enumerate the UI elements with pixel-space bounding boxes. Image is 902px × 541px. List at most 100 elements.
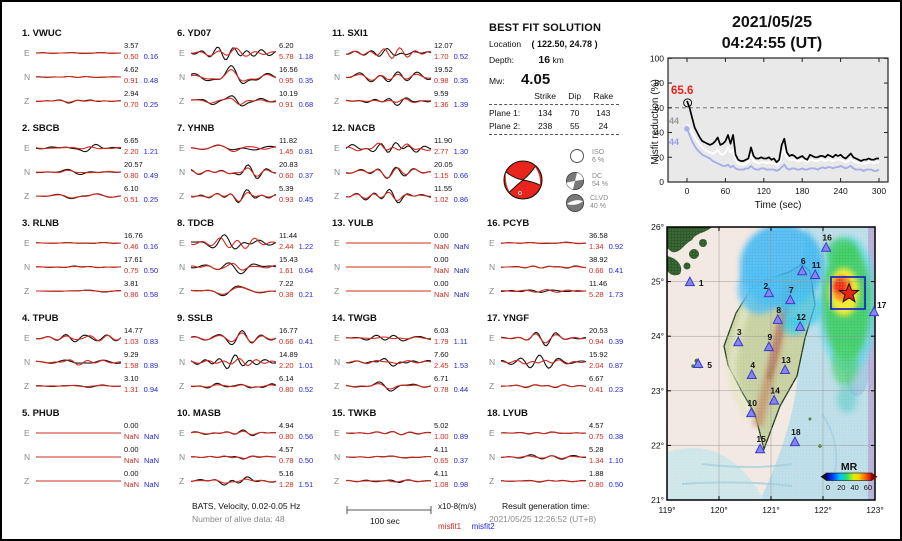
waveform-trace — [191, 65, 276, 84]
amp-value: 0.00 — [124, 445, 139, 454]
amp-value: 20.53 — [589, 326, 608, 335]
waveform-trace — [346, 479, 431, 483]
trace-values: 15.43 1.61 0.64 — [279, 255, 329, 275]
waveform-trace — [36, 52, 121, 54]
station-number: 10. — [177, 408, 191, 419]
misfit2-value: 0.52 — [453, 52, 469, 61]
component-row: N 4.11 0.65 0.37 — [332, 445, 484, 469]
amp-value: 6.71 — [434, 374, 449, 383]
component-label: Z — [334, 381, 340, 391]
misfit2-value: 1.22 — [298, 242, 314, 251]
station-triangle-icon — [794, 320, 806, 331]
misfit2-value: 0.89 — [453, 432, 469, 441]
misfit1-value: NaN — [124, 432, 140, 441]
trace-values: 6.65 2.20 1.21 — [124, 136, 174, 156]
dip-header: Dip — [568, 91, 582, 101]
component-row: N 15.92 2.04 0.87 — [487, 350, 639, 374]
misfit1-value: 1.36 — [434, 100, 449, 109]
waveform-trace — [346, 358, 431, 367]
misfit1-value: 1.79 — [434, 337, 449, 346]
component-label: Z — [24, 96, 30, 106]
waveform-trace — [191, 46, 276, 61]
trace-values: 10.19 0.91 0.68 — [279, 89, 329, 109]
misfit2-value: NaN — [144, 432, 160, 441]
amp-value: 4.57 — [279, 445, 294, 454]
misfit1-value: 0.80 — [279, 432, 294, 441]
misfit1-value: 0.80 — [589, 480, 604, 489]
misfit1-value: 5.28 — [589, 290, 604, 299]
waveform-trace — [191, 329, 276, 346]
station-code: RLNB — [29, 218, 59, 229]
mr-legend-tick: 20 — [837, 483, 845, 492]
trace-values: 14.77 1.03 0.83 — [124, 326, 174, 346]
component-label: Z — [24, 286, 30, 296]
amp-value: 7.22 — [279, 279, 294, 288]
component-label: Z — [179, 381, 185, 391]
station-triangle-icon — [763, 341, 775, 352]
amp-value: 11.82 — [279, 136, 298, 145]
misfit1-value: 1.28 — [279, 480, 294, 489]
misfit2-value: 0.35 — [298, 76, 314, 85]
misfit2-value: NaN — [454, 290, 470, 299]
amp-value: 17.61 — [124, 255, 143, 264]
misfit2-value: NaN — [144, 480, 160, 489]
map-lat-label: 23° — [651, 386, 664, 396]
station-number: 12. — [332, 123, 346, 134]
waveform-trace — [346, 266, 431, 268]
misfit2-value: 1.21 — [143, 147, 159, 156]
amp-value: 16.76 — [124, 231, 143, 240]
component-label: Z — [334, 476, 340, 486]
station-number: 3. — [22, 218, 30, 229]
component-label: Z — [334, 96, 340, 106]
result-time-label: Result generation time: — [502, 501, 590, 511]
component-label: N — [334, 262, 341, 272]
misfit1-value: 0.91 — [124, 76, 139, 85]
misfit1-value: 1.34 — [589, 456, 604, 465]
map-station-label: 17 — [877, 300, 887, 310]
chart-x-tick-label: 0 — [685, 186, 690, 196]
waveform-trace — [191, 429, 276, 437]
misfit1-value: 1.00 — [434, 432, 449, 441]
component-label: E — [179, 143, 185, 153]
taiwan-map: 119° 120° 121° 122° 123°26°25°24°23°22°21°1 2… — [651, 222, 887, 515]
map-lat-label: 22° — [651, 440, 664, 450]
trace-values: 20.57 0.80 0.49 — [124, 160, 174, 180]
misfit2-value: 0.41 — [298, 337, 314, 346]
misfit2-value: NaN — [454, 242, 470, 251]
dashed-divider — [489, 104, 619, 105]
component-row: Z 3.81 0.86 0.58 — [22, 279, 174, 303]
map-station-label: 11 — [812, 260, 821, 270]
amp-value: 5.02 — [434, 421, 449, 430]
trace-values: 4.57 0.78 0.50 — [279, 445, 329, 465]
trace-values: 0.00 NaN NaN — [124, 469, 174, 489]
component-label: Z — [334, 286, 340, 296]
component-row: N 20.83 0.60 0.37 — [177, 160, 329, 184]
misfit2-value: 0.38 — [608, 432, 624, 441]
station-block: 11. SXI1 E 12.07 1.70 0.52 N 19.52 0.98 0.35 Z 9.5… — [332, 28, 484, 122]
map-station-label: 2 — [764, 281, 769, 291]
location-label: Location — [489, 39, 522, 49]
component-row: N 5.28 1.34 1.10 — [487, 445, 639, 469]
trace-values: 6.67 0.41 0.23 — [589, 374, 639, 394]
station-triangle-icon — [684, 276, 696, 287]
amp-value: 3.81 — [124, 279, 139, 288]
waveform-trace — [501, 331, 586, 347]
misfit1-value: 1.03 — [124, 337, 139, 346]
component-label: Z — [179, 286, 185, 296]
station-code: YD07 — [184, 28, 212, 39]
station-header: 1. VWUC — [22, 28, 174, 41]
component-row: E 36.58 1.34 0.92 — [487, 231, 639, 255]
amp-value: 4.57 — [589, 421, 604, 430]
chart-x-tick-label: 240 — [834, 186, 848, 196]
chart-x-tick-label: 180 — [795, 186, 809, 196]
mr-legend-tick: 60 — [864, 483, 872, 492]
misfit1-value: 0.65 — [434, 456, 449, 465]
trace-values: 0.00 NaN NaN — [124, 421, 174, 441]
misfit2-value: 1.39 — [453, 100, 469, 109]
station-header: 17. YNGF — [487, 313, 639, 326]
misfit1-value: 0.50 — [124, 52, 139, 61]
misfit2-value: 0.56 — [298, 432, 314, 441]
map-station-label: 8 — [776, 305, 781, 315]
map-station-label: 6 — [801, 256, 806, 266]
trace-values: 20.83 0.60 0.37 — [279, 160, 329, 180]
